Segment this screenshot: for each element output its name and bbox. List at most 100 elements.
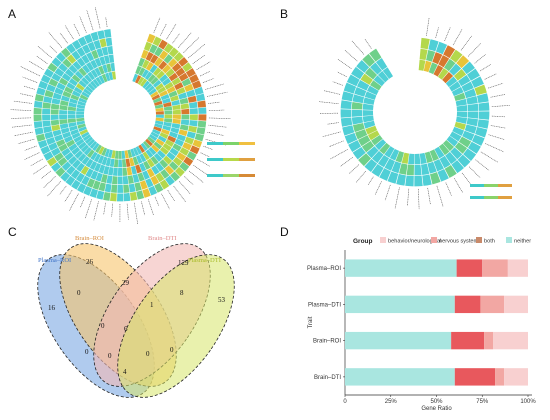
circos-cell (439, 155, 451, 169)
circos-cell (141, 69, 149, 78)
circos-label-mark (141, 201, 146, 216)
circos-cell (70, 94, 80, 101)
circos-cell (44, 131, 54, 140)
circos-cell (455, 98, 467, 107)
circos-cell (477, 119, 489, 129)
circos-cell (67, 114, 76, 119)
circos-cell (428, 62, 438, 75)
circos-cell (64, 151, 74, 161)
circos-cell (87, 71, 95, 81)
legend-label: behavior/neurological (388, 239, 441, 245)
circos-cell (414, 175, 423, 187)
circos-cell (93, 39, 102, 50)
circos-cell (78, 141, 87, 150)
circos-cell (438, 55, 450, 68)
circos-cell (72, 159, 81, 169)
circos-cell (98, 146, 105, 155)
circos-cell (420, 37, 430, 50)
circos-cell (186, 131, 196, 139)
circos-cell (163, 54, 173, 64)
circos-cell (68, 102, 77, 108)
circos-cell (184, 83, 194, 92)
circos-cell (63, 135, 73, 143)
circos-cell (423, 60, 432, 73)
circos-cell (105, 72, 111, 82)
circos-cell (178, 57, 189, 67)
circos-cell (340, 117, 353, 127)
bar-segment (484, 331, 494, 350)
circos-cell (154, 104, 164, 109)
circos-cell (146, 168, 155, 178)
circos-label-mark (205, 83, 224, 90)
circos-cell (449, 63, 462, 76)
circos-cell (129, 191, 138, 201)
circos-cell (153, 67, 162, 77)
circos-cell (78, 126, 87, 132)
circos-cell (136, 190, 145, 200)
circos-cell (152, 36, 162, 47)
circos-cell (424, 151, 433, 163)
circos-cell (94, 162, 102, 172)
circos-cell (48, 78, 59, 87)
circos-cell (165, 175, 175, 186)
circos-label-mark (73, 23, 81, 36)
circos-label-mark (490, 125, 506, 129)
circos-cell (76, 83, 85, 91)
circos-cell (135, 146, 143, 155)
circos-cell (104, 29, 112, 38)
circos-cell (159, 179, 170, 190)
circos-cell (99, 38, 107, 48)
circos-cell (61, 73, 72, 82)
circos-cell (172, 109, 181, 115)
venn-count-pr-br-bd: 0 (101, 322, 105, 330)
circos-cell (176, 152, 187, 162)
venn-count-brain-roi-only: 26 (86, 258, 94, 266)
bar-segment (454, 295, 481, 314)
circos-cell (194, 133, 205, 142)
circos-cell (162, 77, 171, 86)
bar-segment (456, 259, 483, 277)
circos-cell (76, 120, 85, 126)
circos-cell (54, 152, 64, 162)
circos-cell (137, 172, 145, 182)
circos-cell (181, 114, 190, 120)
circos-label-mark (200, 152, 210, 158)
circos-cell (56, 139, 66, 147)
circos-cell (76, 47, 86, 57)
circos-cell (68, 143, 78, 152)
circos-cell (179, 161, 190, 172)
circos-cell (356, 59, 370, 73)
venn-count-br-bd: 29 (122, 279, 130, 287)
circos-cell (457, 154, 471, 168)
circos-cell (155, 120, 164, 125)
circos-cell (478, 102, 490, 111)
circos-cell (110, 62, 116, 72)
circos-cell (33, 100, 43, 108)
circos-cell (444, 58, 456, 72)
circos-label-mark (436, 185, 444, 207)
circos-label-mark (172, 33, 181, 44)
circos-cell (46, 137, 56, 146)
circos-cell (101, 156, 108, 166)
circos-cell (43, 96, 53, 104)
circos-cell (142, 170, 150, 180)
circos-cell (118, 159, 123, 168)
circos-cell (155, 114, 164, 118)
circos-cell (61, 161, 72, 171)
circos-cell (437, 168, 449, 182)
circos-cell (164, 114, 173, 119)
circos-label-mark (43, 176, 56, 188)
circos-cell (428, 39, 439, 52)
circos-cell (47, 62, 58, 73)
circos-cell (433, 64, 444, 77)
circos-cell (155, 107, 164, 112)
circos-cell (113, 159, 119, 168)
circos-cell (156, 70, 165, 80)
circos-cell (87, 41, 96, 52)
circos-cell (129, 157, 135, 167)
circos-cell (121, 150, 126, 159)
circos-label-mark (394, 187, 400, 209)
circos-cell (164, 81, 174, 90)
circos-label-mark (36, 55, 48, 64)
